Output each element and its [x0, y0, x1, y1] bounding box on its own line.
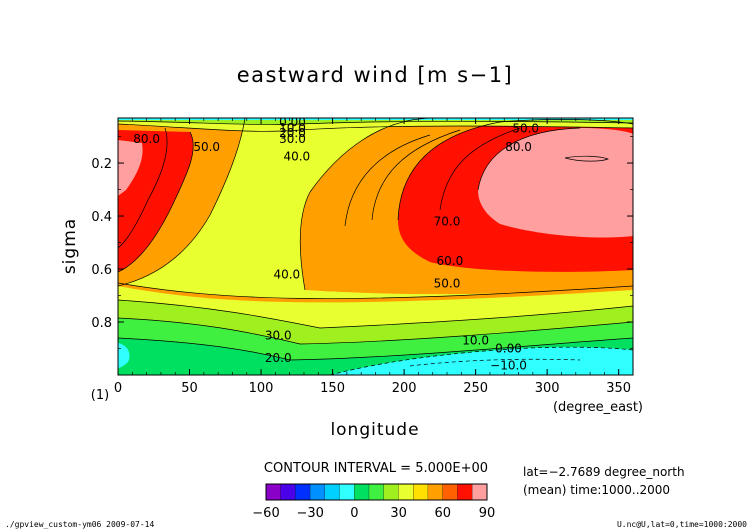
contour-line [329, 346, 633, 375]
contour-label: 80.0 [505, 140, 532, 154]
colorbar-swatch [295, 484, 311, 500]
contour-line [118, 282, 633, 299]
x-tick-label: 200 [392, 381, 417, 396]
contour-line [118, 131, 194, 273]
contour-line [118, 337, 633, 361]
contour-label: −10.0 [490, 359, 527, 373]
y-axis-label: sigma [60, 218, 80, 274]
band-cyan-lower-right [330, 347, 633, 375]
x-tick-label: 300 [535, 381, 560, 396]
contour-label: 50.0 [193, 140, 220, 154]
x-tick-label: 250 [463, 381, 488, 396]
contour-line [344, 134, 431, 227]
contour-line [118, 123, 633, 132]
band-pink-right [478, 128, 633, 238]
colorbar-swatch [413, 484, 429, 500]
colorbar-swatch [310, 484, 325, 500]
footer-left: ./gpview_custom-ym06 2009-07-14 [5, 520, 154, 529]
contour-label: 70.0 [434, 214, 461, 228]
y-axis: 0.2 0.4 0.6 0.8 [91, 136, 633, 376]
x-tick-label: 150 [320, 381, 345, 396]
contour-label: 10.0 [279, 121, 306, 135]
colorbar-swatch [369, 484, 384, 500]
contour-label: 50.0 [434, 277, 461, 291]
contour-line [299, 118, 431, 291]
contour-label: 50.0 [512, 122, 539, 136]
band-pink-left [118, 140, 143, 196]
colorbar-swatch [442, 484, 458, 500]
contour-line [118, 299, 633, 329]
contour-lines [118, 118, 633, 375]
contour-line [564, 155, 609, 162]
contour-label: 20.0 [265, 351, 292, 365]
y-tick-label: 0.6 [91, 263, 112, 278]
colorbar-swatch [398, 484, 414, 500]
colorbar-swatch [339, 484, 355, 500]
colorbar-swatch [457, 484, 473, 500]
contour-line [409, 358, 581, 367]
contour-field: 0.0010.020.030.040.080.050.050.080.070.0… [118, 115, 633, 375]
x-tick-label: 350 [606, 381, 631, 396]
contour-label: 40.0 [283, 149, 310, 163]
colorbar-swatch [354, 484, 370, 500]
x-tick-label: 100 [249, 381, 274, 396]
contour-label: 10.0 [462, 334, 489, 348]
info-line-lat: lat=−2.7689 degree_north [523, 465, 685, 479]
contour-line [118, 120, 633, 125]
colorbar-tick-label: −60 [252, 506, 279, 521]
colorbar-swatch [383, 484, 399, 500]
x-tick-label: 0 [114, 381, 122, 396]
contour-line [439, 127, 521, 211]
band-cyan-lower-left [118, 343, 130, 368]
contour-label: 40.0 [273, 267, 300, 281]
contour-line [118, 317, 633, 345]
colorbar-frame [265, 483, 488, 501]
contour-line [371, 129, 461, 221]
colorbar-swatch [280, 484, 296, 500]
colorbar-tick-label: −30 [296, 506, 323, 521]
chart-title: eastward wind [m s−1] [237, 63, 514, 87]
contour-interval-text: CONTOUR INTERVAL = 5.000E+00 [264, 461, 488, 476]
colorbar-swatch [428, 484, 443, 500]
y-tick-label: 0.8 [91, 316, 112, 331]
colorbar-tick-label: 90 [479, 506, 496, 521]
y-tick-label: 0.2 [91, 157, 112, 172]
contour-label: 60.0 [437, 254, 464, 268]
colorbar-swatch [472, 484, 487, 500]
contour-label: 0.00 [279, 115, 306, 129]
x-axis: 0 50 100 150 200 250 300 350 [114, 118, 631, 396]
footer-right: U.nc@U,lat=0,time=1000:2000 [617, 520, 747, 529]
contour-label: 20.0 [279, 126, 306, 140]
contour-line [118, 118, 246, 287]
info-line-time: (mean) time:1000..2000 [523, 483, 670, 497]
colorbar-tick-label: 60 [435, 506, 452, 521]
colorbar-tick-label: 0 [350, 506, 358, 521]
colorbar-tick-label: 30 [390, 506, 407, 521]
y-tick-label: 0.4 [91, 210, 112, 225]
contour-label: 0.00 [495, 342, 522, 356]
contour-labels: 0.0010.020.030.040.080.050.050.080.070.0… [133, 115, 539, 373]
colorbar-swatch [266, 484, 281, 500]
contour-line [477, 127, 581, 191]
colorbar: −60 −30 0 30 60 90 [252, 483, 496, 521]
x-tick-label: 50 [181, 381, 198, 396]
contour-line [118, 127, 168, 249]
x-axis-label: longitude [330, 420, 419, 440]
contour-label: 30.0 [265, 328, 292, 342]
contour-label: 80.0 [133, 132, 160, 146]
x-axis-units: (degree_east) [553, 400, 643, 415]
colorbar-swatch [324, 484, 340, 500]
contour-line [397, 119, 633, 221]
contour-label: 30.0 [279, 132, 306, 146]
y-axis-units: (1) [91, 388, 109, 403]
